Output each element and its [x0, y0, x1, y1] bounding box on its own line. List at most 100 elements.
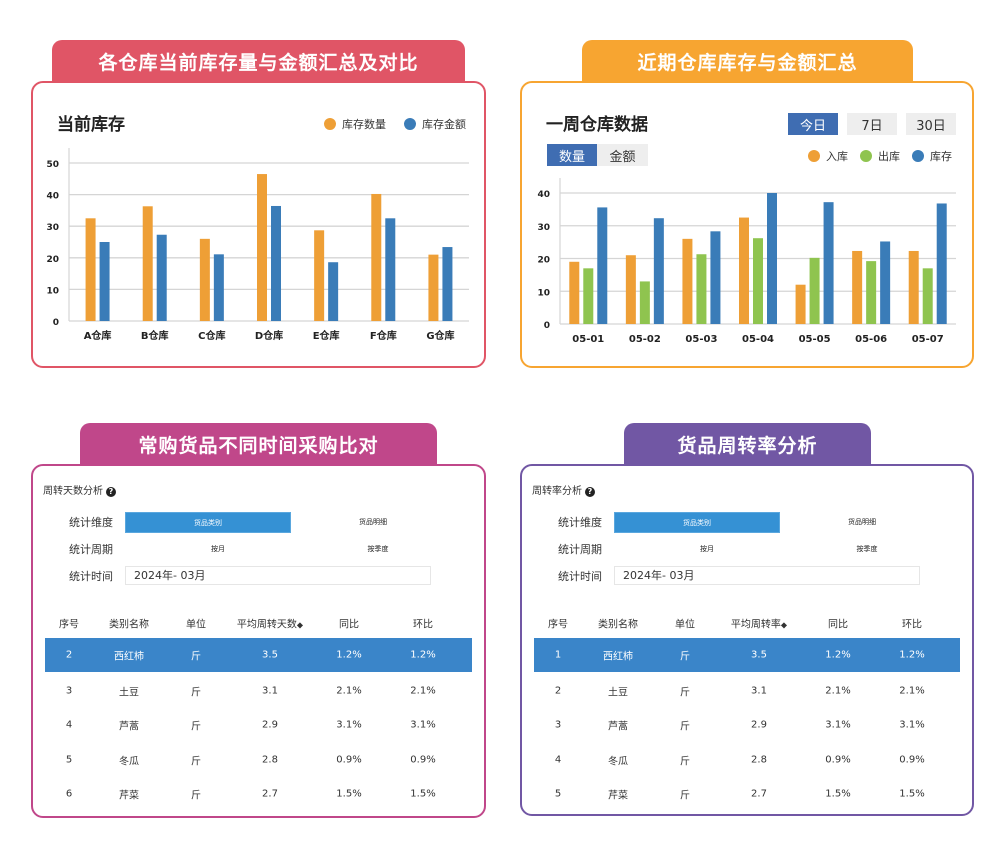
time-input[interactable]: 2024年- 03月: [125, 566, 431, 585]
table-cell: 2.1%: [410, 685, 436, 697]
table-cell: 3: [554, 719, 562, 731]
legend-dot-icon: [860, 150, 872, 162]
range-today-button[interactable]: 今日: [788, 113, 838, 135]
dimension-detail-option[interactable]: 货品明细: [848, 517, 876, 526]
column-header-text: 同比: [339, 619, 359, 631]
section-subtitle: 周转天数分析?: [43, 482, 116, 497]
bar: [767, 193, 777, 324]
period-quarter-option[interactable]: 按季度: [856, 544, 878, 553]
question-circle-icon[interactable]: ?: [106, 487, 116, 497]
period-quarter-option[interactable]: 按季度: [367, 544, 389, 553]
y-tick-label: 20: [46, 255, 59, 265]
bar: [328, 262, 339, 321]
y-tick-label: 20: [537, 256, 550, 266]
bar: [866, 261, 877, 324]
table-cell: 3: [65, 685, 73, 697]
column-header-text: 环比: [413, 619, 433, 631]
table-cell: 2.1%: [825, 685, 851, 697]
table-cell: 3.1%: [899, 719, 925, 731]
y-tick-label: 40: [537, 190, 550, 200]
column-header-text: 单位: [675, 619, 695, 631]
metric-quantity-tab[interactable]: 数量: [547, 144, 597, 166]
sort-icon[interactable]: ◆: [296, 620, 304, 630]
bar: [583, 268, 594, 324]
bar: [936, 203, 947, 324]
section-subtitle: 周转率分析?: [532, 482, 595, 497]
bar: [371, 193, 382, 321]
sort-icon[interactable]: ◆: [780, 620, 788, 630]
legend-item: 库存: [912, 148, 952, 164]
x-tick-label: 05-05: [799, 334, 831, 345]
period-month-option[interactable]: 按月: [211, 544, 225, 553]
table-row-selected[interactable]: [45, 638, 472, 672]
chart2-legend: 入库 出库 库存: [808, 148, 952, 164]
x-tick-label: 05-01: [572, 334, 604, 345]
column-header: 单位: [186, 616, 206, 631]
table-cell: 芹菜: [608, 790, 628, 802]
legend-item: 库存金额: [404, 116, 466, 132]
bar: [639, 281, 650, 324]
legend-item: 入库: [808, 148, 848, 164]
table-cell: 5: [554, 788, 562, 800]
bar: [795, 284, 806, 324]
panel2-banner: 近期仓库库存与金额汇总: [582, 40, 913, 82]
panel2-card: 一周仓库数据 今日 7日 30日 数量 金额 入库 出库 库存 0 10 20 30 4…: [520, 81, 974, 368]
table-cell: 1.2%: [899, 649, 925, 661]
column-header-text: 平均周转天数: [236, 619, 297, 631]
column-header: 环比: [413, 616, 433, 631]
bar: [385, 218, 396, 321]
column-header-text: 单位: [186, 619, 206, 631]
legend-item: 库存数量: [324, 116, 386, 132]
column-header[interactable]: 平均周转天数◆: [237, 616, 303, 631]
column-header[interactable]: 平均周转率◆: [731, 616, 787, 631]
x-tick-label: B仓库: [141, 329, 169, 342]
x-tick-label: 05-02: [629, 334, 661, 345]
legend-dot-icon: [912, 150, 924, 162]
column-header: 同比: [339, 616, 359, 631]
bar: [908, 250, 919, 324]
panel1-banner: 各仓库当前库存量与金额汇总及对比: [52, 40, 465, 82]
dimension-category-option[interactable]: 货品类别: [125, 512, 291, 533]
range-30d-button[interactable]: 30日: [906, 113, 956, 135]
dimension-category-option[interactable]: 货品类别: [614, 512, 780, 533]
question-circle-icon[interactable]: ?: [585, 487, 595, 497]
period-label: 统计周期: [558, 543, 602, 556]
metric-amount-tab[interactable]: 金额: [597, 144, 648, 166]
bar: [880, 241, 891, 324]
table-cell: 1.5%: [410, 788, 436, 800]
x-tick-label: 05-06: [855, 334, 887, 345]
legend-dot-icon: [404, 118, 416, 130]
bar: [314, 230, 325, 321]
table-cell: 0.9%: [336, 754, 362, 766]
table-cell: 西红柿: [603, 651, 633, 663]
table-cell: 3.5: [262, 649, 278, 661]
bar: [809, 257, 820, 324]
table-cell: 斤: [191, 756, 201, 768]
bar: [99, 242, 110, 321]
table-row-selected[interactable]: [534, 638, 960, 672]
column-header-text: 平均周转率: [730, 619, 781, 631]
legend-label: 出库: [878, 150, 900, 163]
bar: [257, 174, 267, 321]
period-month-option[interactable]: 按月: [700, 544, 714, 553]
dimension-label: 统计维度: [69, 516, 113, 529]
table-cell: 2.1%: [899, 685, 925, 697]
x-tick-label: A仓库: [84, 329, 112, 342]
range-7d-button[interactable]: 7日: [847, 113, 897, 135]
table-cell: 3.5: [751, 649, 767, 661]
dimension-detail-option[interactable]: 货品明细: [359, 517, 387, 526]
column-header: 序号: [59, 616, 79, 631]
table-cell: 斤: [680, 756, 690, 768]
bar: [710, 231, 721, 324]
column-header: 序号: [548, 616, 568, 631]
table-cell: 1.5%: [825, 788, 851, 800]
time-label: 统计时间: [69, 570, 113, 583]
chart1-svg: 0 10 20 30 40 50 A仓库 B仓库 C仓库 D仓库 E仓库 F仓库 G仓库: [46, 148, 469, 342]
bar: [442, 247, 453, 321]
time-input[interactable]: 2024年- 03月: [614, 566, 920, 585]
table-cell: 2.8: [751, 754, 767, 766]
bar: [653, 218, 664, 324]
table-cell: 5: [65, 754, 73, 766]
x-tick-label: D仓库: [255, 329, 283, 342]
table-cell: 芹菜: [119, 790, 139, 802]
